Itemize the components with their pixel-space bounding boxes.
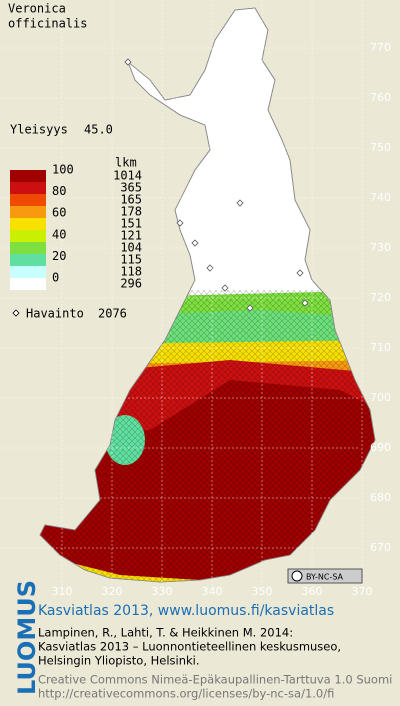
northing-label: 720	[370, 291, 391, 304]
citation-line: Helsingin Yliopisto, Helsinki.	[38, 654, 200, 668]
license-badge-text: BY-NC-SA	[306, 573, 344, 582]
observation-symbol	[12, 309, 20, 317]
legend-swatch	[10, 242, 46, 254]
legend-count: 151	[120, 217, 142, 231]
legend-count: 165	[120, 193, 142, 207]
license-line: Creative Commons Nimeä-Epäkaupallinen-Ta…	[38, 673, 392, 687]
northing-label: 770	[370, 41, 391, 54]
coordinate-grid: 770 760 750 740 730 720 710 700 690 680 670 310 320 3…	[0, 0, 391, 598]
observations-count: 2076	[98, 307, 127, 321]
legend-swatch	[10, 254, 46, 266]
legend-scale-label: 80	[52, 184, 66, 198]
northing-label: 730	[370, 241, 391, 254]
easting-label: 340	[202, 585, 223, 598]
legend-swatch	[10, 278, 46, 290]
legend-swatch	[10, 230, 46, 242]
legend-scale-label: 20	[52, 249, 66, 263]
easting-label: 370	[352, 585, 373, 598]
frequency-value: 45.0	[84, 123, 113, 137]
legend-count: 115	[120, 253, 142, 267]
easting-label: 320	[102, 585, 123, 598]
easting-label: 360	[302, 585, 323, 598]
legend-scale-label: 0	[52, 271, 59, 285]
easting-label: 310	[52, 585, 73, 598]
legend-count: 104	[120, 241, 142, 255]
observations-label: Havainto	[26, 307, 84, 321]
legend-swatch	[10, 194, 46, 206]
legend-swatch	[10, 218, 46, 230]
citation-line: Kasviatlas 2013 – Luonnontieteellinen ke…	[38, 640, 341, 654]
legend-count: 121	[120, 229, 142, 243]
easting-label: 330	[152, 585, 173, 598]
legend-scale-label: 40	[52, 227, 66, 241]
northing-label: 750	[370, 141, 391, 154]
northing-label: 690	[370, 441, 391, 454]
logo: LUOMUS	[13, 580, 41, 695]
legend-scale-label: 60	[52, 206, 66, 220]
northing-label: 740	[370, 191, 391, 204]
legend-count: 178	[120, 205, 142, 219]
legend-count: 118	[120, 265, 142, 279]
legend-count: 296	[120, 277, 142, 291]
count-header: lkm	[115, 156, 137, 170]
northing-label: 680	[370, 491, 391, 504]
species-name: officinalis	[8, 17, 87, 31]
northing-label: 670	[370, 541, 391, 554]
legend-count: 1014	[113, 169, 142, 183]
species-name: Veronica	[8, 2, 66, 16]
license-line: http://creativecommons.org/licenses/by-n…	[38, 687, 334, 701]
citation-line: Lampinen, R., Lahti, T. & Heikkinen M. 2…	[38, 626, 293, 640]
legend-swatch	[10, 266, 46, 278]
northing-label: 710	[370, 341, 391, 354]
legend-swatch	[10, 170, 46, 182]
legend-swatch	[10, 182, 46, 194]
legend-count: 365	[120, 181, 142, 195]
license-badge: BY-NC-SA	[287, 568, 363, 584]
legend-scale-label: 100	[52, 163, 74, 177]
northing-label: 760	[370, 91, 391, 104]
legend-swatch	[10, 206, 46, 218]
atlas-link[interactable]: Kasviatlas 2013, www.luomus.fi/kasviatla…	[38, 603, 334, 619]
frequency-label: Yleisyys	[10, 123, 68, 137]
easting-label: 350	[252, 585, 273, 598]
northing-label: 700	[370, 391, 391, 404]
